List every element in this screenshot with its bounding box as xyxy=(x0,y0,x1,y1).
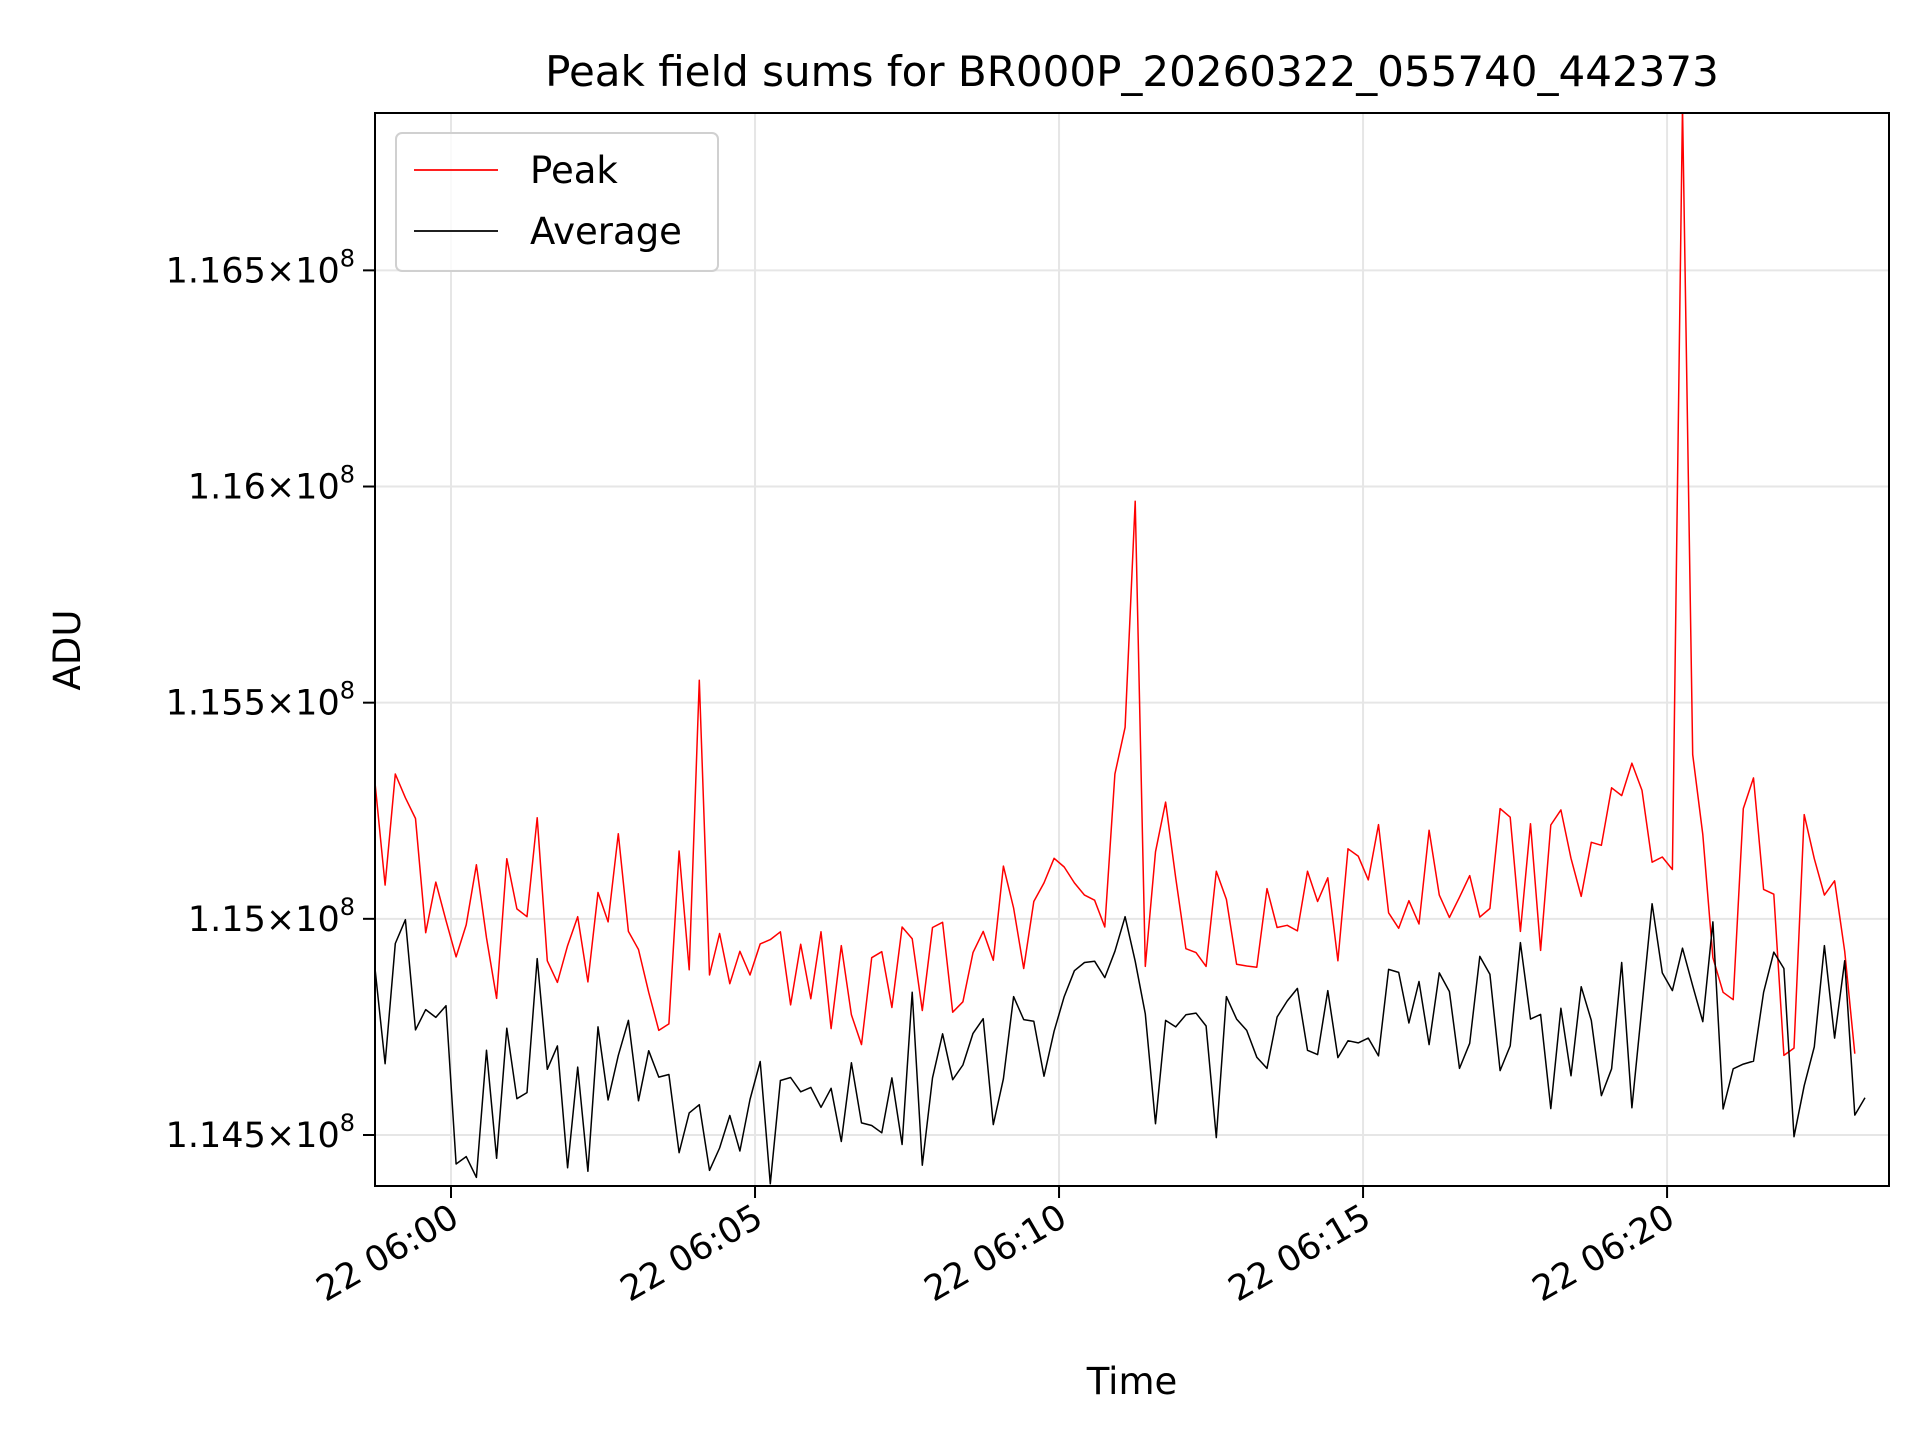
y-tick-exponent: 8 xyxy=(340,461,355,489)
y-tick-base: 10 xyxy=(295,251,340,291)
y-tick-times: × xyxy=(266,251,295,291)
y-tick-base: 10 xyxy=(295,468,340,508)
y-tick-label: 1.145×108 xyxy=(166,1109,355,1156)
y-tick-exponent: 8 xyxy=(340,1109,355,1137)
x-tick-label: 22 06:20 xyxy=(1526,1197,1682,1310)
y-axis-label: ADU xyxy=(46,610,89,691)
y-tick-mantissa: 1.145 xyxy=(166,1116,266,1156)
y-tick-exponent: 8 xyxy=(340,893,355,921)
legend-label-average: Average xyxy=(530,210,682,253)
y-tick-label: 1.165×108 xyxy=(166,244,355,291)
series-line-peak xyxy=(375,113,1856,1057)
x-tick-label: 22 06:00 xyxy=(310,1197,466,1310)
series-line-average xyxy=(375,902,1866,1185)
plot-frame xyxy=(374,112,1890,1187)
legend-box xyxy=(395,132,719,272)
y-tick-label: 1.15×108 xyxy=(188,893,355,940)
y-tick-label: 1.16×108 xyxy=(188,461,355,508)
y-tick-exponent: 8 xyxy=(340,244,355,272)
chart-title: Peak field sums for BR000P_20260322_0557… xyxy=(545,47,1719,96)
y-tick-times: × xyxy=(266,1116,295,1156)
y-tick-times: × xyxy=(266,684,295,724)
x-tick-label: 22 06:15 xyxy=(1222,1197,1378,1310)
x-axis-label: Time xyxy=(1086,1360,1178,1403)
y-tick-mantissa: 1.155 xyxy=(166,684,266,724)
x-tick-label: 22 06:05 xyxy=(614,1197,770,1310)
y-tick-label: 1.155×108 xyxy=(166,677,355,724)
x-tick-label: 22 06:10 xyxy=(918,1197,1074,1310)
grid xyxy=(375,113,1889,1186)
y-tick-mantissa: 1.15 xyxy=(188,900,266,940)
series-layer xyxy=(375,113,1866,1185)
y-tick-base: 10 xyxy=(295,684,340,724)
y-tick-mantissa: 1.165 xyxy=(166,251,266,291)
y-tick-times: × xyxy=(266,900,295,940)
y-tick-base: 10 xyxy=(295,900,340,940)
y-tick-exponent: 8 xyxy=(340,677,355,705)
legend-label-peak: Peak xyxy=(530,149,618,192)
y-tick-times: × xyxy=(266,468,295,508)
legend: Peak Average xyxy=(395,132,719,272)
y-tick-mantissa: 1.16 xyxy=(188,468,266,508)
y-tick-base: 10 xyxy=(295,1116,340,1156)
